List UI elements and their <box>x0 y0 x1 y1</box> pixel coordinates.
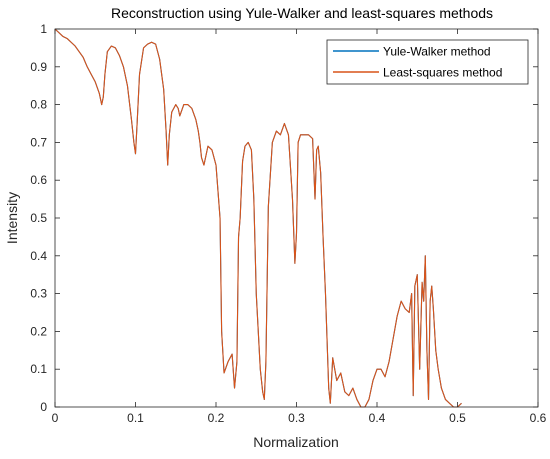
x-tick-label: 0 <box>52 411 59 425</box>
chart-title: Reconstruction using Yule-Walker and lea… <box>111 5 493 21</box>
y-tick-label: 0.6 <box>30 173 47 187</box>
y-tick-label: 0.8 <box>30 98 47 112</box>
x-tick-label: 0.1 <box>127 411 144 425</box>
series-line-least-squares <box>54 28 462 408</box>
y-tick-label: 0.3 <box>30 287 47 301</box>
x-tick-label: 0.3 <box>288 411 305 425</box>
x-tick-label: 0.6 <box>530 411 547 425</box>
x-axis: 0 0.1 0.2 0.3 0.4 0.5 0.6 <box>52 29 547 425</box>
y-axis: 0 0.1 0.2 0.3 0.4 0.5 0.6 0.7 0.8 0.9 1 <box>30 22 538 414</box>
y-tick-label: 0 <box>40 400 47 414</box>
y-tick-label: 0.1 <box>30 362 47 376</box>
y-tick-label: 0.4 <box>30 249 47 263</box>
legend-label-yule-walker: Yule-Walker method <box>383 45 491 59</box>
series-layer <box>54 28 462 408</box>
y-axis-label: Intensity <box>4 192 20 244</box>
x-tick-label: 0.2 <box>208 411 225 425</box>
y-tick-label: 1 <box>40 22 47 36</box>
y-tick-label: 0.5 <box>30 211 47 225</box>
x-tick-label: 0.5 <box>449 411 466 425</box>
x-tick-label: 0.4 <box>369 411 386 425</box>
y-tick-label: 0.7 <box>30 135 47 149</box>
y-tick-label: 0.9 <box>30 60 47 74</box>
legend: Yule-Walker method Least-squares method <box>326 39 529 85</box>
legend-box <box>326 39 529 85</box>
legend-label-least-squares: Least-squares method <box>383 66 502 80</box>
x-axis-label: Normalization <box>253 434 339 450</box>
y-tick-label: 0.2 <box>30 324 47 338</box>
